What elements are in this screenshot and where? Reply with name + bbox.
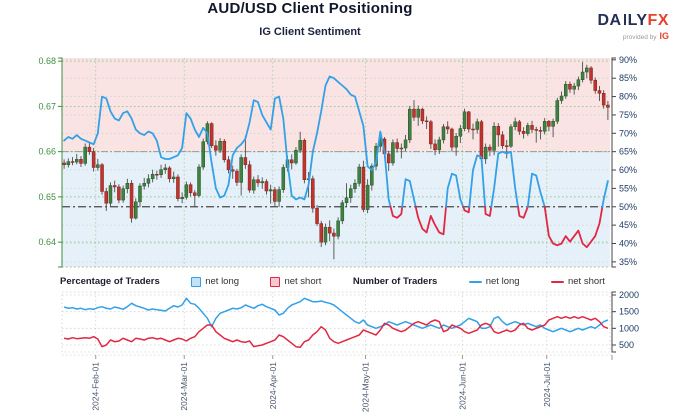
legend-pct-net-short: net short — [270, 276, 321, 287]
svg-text:1000: 1000 — [619, 323, 639, 333]
net-short-line-icon — [550, 280, 564, 283]
svg-text:85%: 85% — [619, 73, 637, 83]
svg-text:0.65: 0.65 — [38, 192, 56, 202]
ig-logo: IG — [659, 31, 669, 41]
svg-text:45%: 45% — [619, 220, 637, 230]
page-title: AUD/USD Client Positioning — [207, 0, 413, 17]
svg-text:2024-Apr-01: 2024-Apr-01 — [268, 362, 278, 410]
svg-text:2024-Jun-01: 2024-Jun-01 — [457, 362, 467, 410]
net-short-swatch-icon — [270, 276, 281, 287]
svg-text:2024-Feb-01: 2024-Feb-01 — [91, 362, 101, 411]
svg-text:2000: 2000 — [619, 290, 639, 300]
dailyfx-wordmark: DA LYFX — [597, 12, 669, 29]
svg-text:90%: 90% — [619, 55, 637, 65]
svg-text:65%: 65% — [619, 147, 637, 157]
net-long-swatch-icon — [191, 276, 202, 287]
svg-text:75%: 75% — [619, 110, 637, 120]
legend-num-net-long: net long — [468, 276, 520, 287]
svg-text:0.64: 0.64 — [38, 237, 56, 247]
svg-text:60%: 60% — [619, 165, 637, 175]
legend-num-net-short: net short — [550, 276, 605, 287]
svg-text:2024-May-01: 2024-May-01 — [361, 362, 371, 412]
chart-subtitle: IG Client Sentiment — [259, 26, 361, 38]
svg-text:50%: 50% — [619, 202, 637, 212]
svg-text:35%: 35% — [619, 257, 637, 267]
logo-i-bar-icon — [623, 14, 626, 25]
svg-text:55%: 55% — [619, 183, 637, 193]
provided-by: provided by IG — [622, 31, 669, 41]
svg-text:2024-Mar-01: 2024-Mar-01 — [179, 362, 189, 411]
net-long-line-icon — [468, 280, 482, 283]
dailyfx-logo: DA LYFX provided by IG — [573, 13, 669, 42]
legend-number-title: Number of Traders — [352, 276, 438, 287]
svg-text:70%: 70% — [619, 128, 637, 138]
svg-text:80%: 80% — [619, 92, 637, 102]
svg-text:1500: 1500 — [619, 307, 639, 317]
svg-text:0.66: 0.66 — [38, 147, 56, 157]
svg-text:2024-Jul-01: 2024-Jul-01 — [542, 362, 552, 407]
legend-pct-net-long: net long — [191, 276, 239, 287]
chart-legend: Percentage of Traders net long net short… — [60, 276, 605, 287]
svg-text:500: 500 — [619, 340, 634, 350]
svg-text:40%: 40% — [619, 238, 637, 248]
legend-percentage-title: Percentage of Traders — [60, 276, 160, 287]
svg-text:0.68: 0.68 — [38, 56, 56, 66]
svg-text:0.67: 0.67 — [38, 101, 56, 111]
header: AUD/USD Client Positioning IG Client Sen… — [0, 0, 620, 38]
